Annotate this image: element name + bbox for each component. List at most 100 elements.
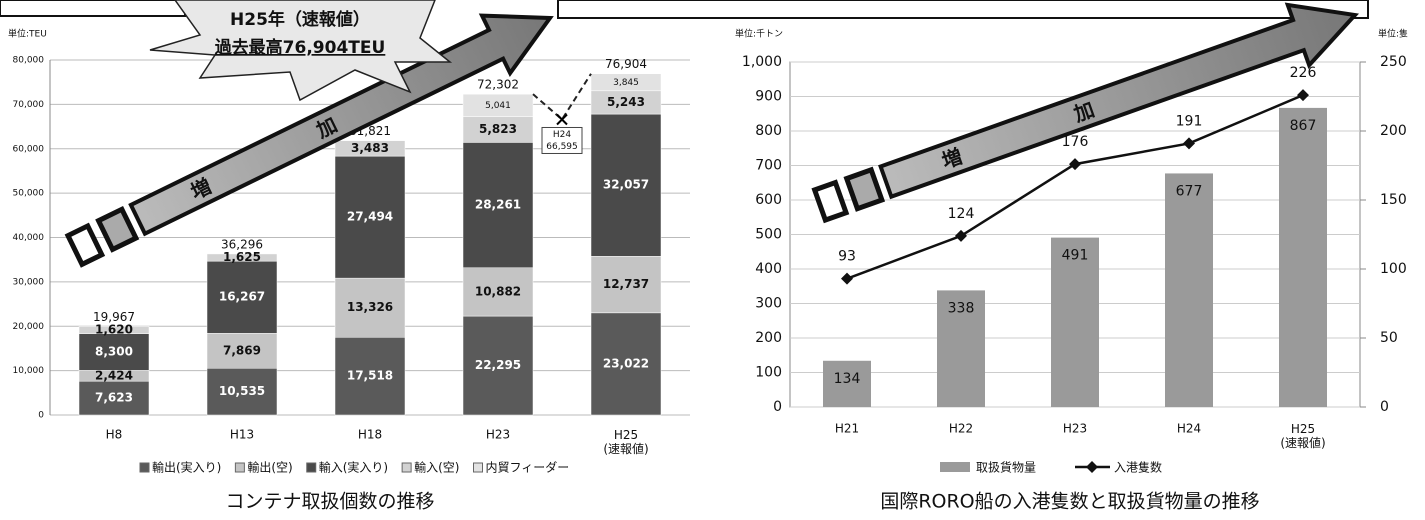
y-tick-label: 20,000 (13, 322, 45, 332)
data-label: 7,623 (95, 391, 133, 405)
y-tick-label: 400 (755, 261, 782, 277)
bar-segment (78, 326, 150, 334)
data-label: 22,295 (475, 358, 521, 372)
legend-label: 輸出(空) (247, 460, 292, 475)
arrow: 増加 (811, 2, 1360, 224)
data-label: 5,823 (479, 122, 517, 136)
total-label: 19,967 (93, 310, 135, 324)
data-label: 7,869 (223, 343, 261, 357)
unit-label-y2: 単位:隻 (1378, 28, 1408, 40)
bar (1165, 173, 1213, 407)
legend-swatch (306, 462, 317, 473)
y-tick-label: 900 (755, 89, 782, 105)
y-tick-label: 500 (755, 227, 782, 243)
data-label: 23,022 (603, 356, 649, 370)
callout (149, 0, 453, 102)
bar-segment (334, 140, 406, 157)
data-label: 10,882 (475, 284, 521, 298)
arrow-block (843, 166, 886, 212)
legend-swatch (139, 462, 150, 473)
bar-segment (590, 312, 662, 416)
total-label: 36,296 (221, 237, 263, 251)
callout-text: 過去最高76,904TEU (215, 37, 386, 58)
legend-swatch (401, 462, 412, 473)
bar-segment (462, 142, 534, 269)
y-tick-label: 10,000 (13, 366, 45, 376)
y-tick-label: 1,000 (742, 54, 782, 70)
bar-segment (462, 116, 534, 143)
bar-segment (206, 333, 278, 369)
unit-label: 単位:TEU (8, 28, 47, 40)
annotation-value: 66,595 (546, 142, 578, 152)
bar-segment (78, 333, 150, 371)
legend-label: 取扱貨物量 (976, 460, 1036, 475)
legend-label: 輸出(実入り) (152, 460, 221, 475)
legend-swatch (940, 462, 970, 472)
x-tick-label: H25 (速報値) (603, 428, 648, 456)
data-label: 93 (838, 249, 856, 265)
chart-title: コンテナ取扱個数の推移 (225, 491, 434, 513)
x-tick-label: H24 (1177, 422, 1201, 436)
y-tick-label: 30,000 (13, 277, 45, 287)
line-marker (841, 272, 853, 285)
cross-mark (556, 113, 568, 126)
data-label: 134 (834, 371, 861, 387)
data-label: 3,845 (613, 78, 639, 88)
bar-segment (462, 315, 534, 416)
legend-label: 入港隻数 (1114, 460, 1162, 475)
data-label: 10,535 (219, 384, 265, 398)
bar-segment (462, 93, 534, 117)
bar-segment (206, 253, 278, 262)
data-label: 17,518 (347, 369, 393, 383)
y-tick-label: 0 (773, 399, 782, 415)
data-label: 5,243 (607, 95, 645, 109)
legend-label: 内貿フィーダー (486, 460, 570, 475)
y-tick-label: 700 (755, 158, 782, 174)
data-label: 3,483 (351, 141, 389, 155)
bar-segment (590, 256, 662, 314)
data-label: 1,625 (223, 250, 261, 264)
y-tick-label: 60,000 (13, 144, 45, 154)
bar-segment (462, 267, 534, 317)
x-tick-label: H21 (835, 422, 859, 436)
y2-tick-label: 100 (1380, 261, 1407, 277)
data-label: 1,620 (95, 322, 133, 336)
bar-segment (206, 260, 278, 334)
arrow-block (95, 205, 140, 253)
data-label: 32,057 (603, 178, 649, 192)
y-tick-label: 100 (755, 365, 782, 381)
data-label: 5,041 (485, 101, 511, 111)
y-tick-label: 0 (38, 411, 44, 421)
x-tick-label: H23 (486, 428, 510, 442)
header-box (557, 0, 1369, 19)
arrow-shape (878, 2, 1360, 200)
bar (823, 360, 871, 407)
chart-title: 国際RORO船の入港隻数と取扱貨物量の推移 (880, 491, 1259, 513)
arrow: 増加 (64, 13, 554, 268)
bar-segment (206, 368, 278, 416)
data-label: 491 (1062, 248, 1089, 264)
data-label: 124 (948, 206, 975, 222)
x-tick-label: H18 (358, 428, 382, 442)
y-tick-label: 200 (755, 330, 782, 346)
total-label: 76,904 (605, 57, 647, 71)
arrow-block (811, 179, 850, 224)
legend-swatch (234, 462, 245, 473)
data-label: 176 (1062, 134, 1089, 150)
bar (1279, 107, 1327, 407)
y-tick-label: 40,000 (13, 233, 45, 243)
x-tick-label: H8 (106, 428, 123, 442)
data-label: 16,267 (219, 290, 265, 304)
data-label: 28,261 (475, 198, 521, 212)
y-tick-label: 70,000 (13, 100, 45, 110)
bar-segment (334, 277, 406, 338)
header-box (0, 0, 186, 17)
bar (1051, 237, 1099, 407)
y2-tick-label: 200 (1380, 123, 1407, 139)
data-label: 13,326 (347, 300, 393, 314)
data-label: 867 (1290, 118, 1317, 134)
annotation-box (541, 126, 583, 154)
unit-label: 単位:千トン (735, 28, 783, 40)
line-marker (1069, 158, 1081, 171)
